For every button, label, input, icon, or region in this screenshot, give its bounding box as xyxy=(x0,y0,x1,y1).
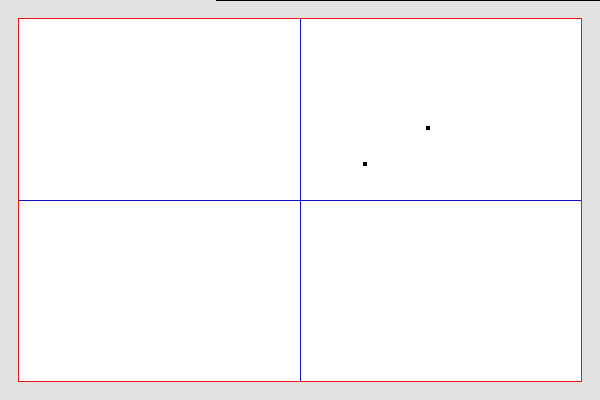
horizontal-axis-line xyxy=(19,200,581,201)
drawing-canvas[interactable] xyxy=(18,18,582,382)
plot-point xyxy=(363,162,367,166)
plot-point xyxy=(426,126,430,130)
top-edge-line xyxy=(216,0,600,1)
